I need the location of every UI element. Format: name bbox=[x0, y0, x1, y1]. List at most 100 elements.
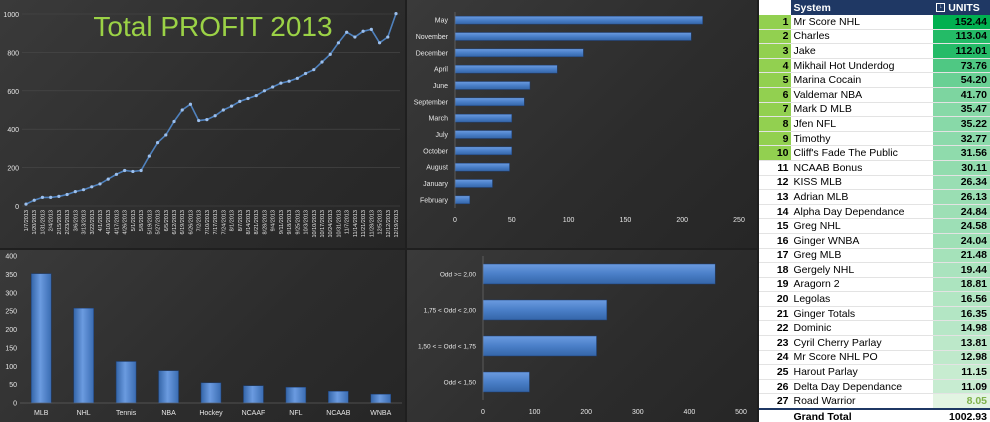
table-row[interactable]: 13 Adrian MLB 26.13 bbox=[759, 189, 990, 205]
table-row[interactable]: 1 Mr Score NHL 152.44 bbox=[759, 15, 990, 30]
profit-point bbox=[345, 30, 349, 34]
table-row[interactable]: 23 Cyril Cherry Parlay 13.81 bbox=[759, 335, 990, 351]
row-system[interactable]: Mark D MLB bbox=[790, 102, 934, 118]
row-system[interactable]: Alpha Day Dependance bbox=[790, 204, 934, 220]
table-row[interactable]: 19 Aragorn 2 18.81 bbox=[759, 277, 990, 293]
x-tick-label: 200 bbox=[676, 217, 688, 224]
table-row[interactable]: 17 Greg MLB 21.48 bbox=[759, 248, 990, 264]
bar bbox=[370, 393, 392, 404]
header-system[interactable]: System bbox=[790, 0, 934, 15]
row-system[interactable]: Valdemar NBA bbox=[790, 87, 934, 103]
profit-point bbox=[106, 177, 110, 181]
x-tick-label: 1/7/2013 bbox=[24, 210, 30, 231]
row-system[interactable]: Legolas bbox=[790, 291, 934, 307]
table-row[interactable]: 12 KISS MLB 26.34 bbox=[759, 175, 990, 191]
row-system[interactable]: Mikhail Hot Underdog bbox=[790, 58, 934, 74]
x-tick-label: 7/10/2013 bbox=[205, 210, 211, 234]
row-rank: 6 bbox=[759, 87, 791, 103]
header-units[interactable]: ↓ UNITS bbox=[933, 0, 990, 15]
row-units: 26.13 bbox=[933, 189, 990, 205]
profit-point bbox=[65, 192, 69, 197]
profit-point bbox=[328, 52, 332, 56]
row-system[interactable]: KISS MLB bbox=[790, 175, 934, 191]
row-units: 30.11 bbox=[933, 160, 990, 176]
table-row[interactable]: 16 Ginger WNBA 24.04 bbox=[759, 233, 990, 249]
table-row[interactable]: 11 NCAAB Bonus 30.11 bbox=[759, 160, 990, 176]
table-row[interactable]: 14 Alpha Day Dependance 24.84 bbox=[759, 204, 990, 220]
profit-point bbox=[213, 114, 217, 118]
profit-point bbox=[188, 102, 193, 106]
category-label: March bbox=[429, 116, 449, 123]
table-row[interactable]: 27 Road Warrior 8.05 bbox=[759, 393, 990, 410]
profit-point bbox=[49, 195, 53, 199]
row-system[interactable]: Cyril Cherry Parlay bbox=[790, 335, 934, 351]
row-system[interactable]: Marina Cocain bbox=[790, 72, 934, 88]
row-rank: 13 bbox=[759, 189, 791, 205]
table-row[interactable]: 2 Charles 113.04 bbox=[759, 29, 990, 45]
row-system[interactable]: Road Warrior bbox=[790, 393, 934, 410]
row-system[interactable]: Jake bbox=[790, 43, 934, 59]
table-row[interactable]: 18 Gergely NHL 19.44 bbox=[759, 262, 990, 278]
y-tick-label: 350 bbox=[5, 272, 17, 279]
row-system[interactable]: Timothy bbox=[790, 131, 934, 147]
row-system[interactable]: Ginger Totals bbox=[790, 306, 934, 322]
profit-point bbox=[114, 172, 119, 176]
x-tick-label: 150 bbox=[620, 217, 632, 224]
row-units: 16.56 bbox=[933, 291, 990, 307]
profit-point bbox=[131, 169, 135, 174]
x-tick-label: 4/17/2013 bbox=[114, 210, 120, 234]
table-row[interactable]: 24 Mr Score NHL PO 12.98 bbox=[759, 350, 990, 366]
table-row[interactable]: 3 Jake 112.01 bbox=[759, 43, 990, 59]
profit-point bbox=[98, 182, 102, 186]
row-system[interactable]: Aragorn 2 bbox=[790, 277, 934, 293]
row-system[interactable]: Mr Score NHL bbox=[790, 15, 934, 30]
row-units: 24.58 bbox=[933, 218, 990, 234]
row-system[interactable]: NCAAB Bonus bbox=[790, 160, 934, 176]
profit-point bbox=[369, 27, 373, 31]
table-row[interactable]: 5 Marina Cocain 54.20 bbox=[759, 72, 990, 88]
category-label: November bbox=[416, 34, 449, 41]
table-row[interactable]: 25 Harout Parlay 11.15 bbox=[759, 364, 990, 380]
profit-point bbox=[81, 188, 86, 192]
row-system[interactable]: Cliff's Fade The Public bbox=[790, 145, 934, 161]
x-tick-label: 8/1/2013 bbox=[230, 210, 236, 231]
profit-point bbox=[303, 71, 308, 76]
row-system[interactable]: Gergely NHL bbox=[790, 262, 934, 278]
row-system[interactable]: Charles bbox=[790, 29, 934, 45]
category-label: October bbox=[423, 148, 449, 155]
category-label: Tennis bbox=[116, 410, 137, 417]
row-system[interactable]: Delta Day Dependance bbox=[790, 379, 934, 395]
row-rank: 12 bbox=[759, 175, 791, 191]
category-label: NCAAB bbox=[326, 410, 350, 417]
table-row[interactable]: 4 Mikhail Hot Underdog 73.76 bbox=[759, 58, 990, 74]
bar bbox=[454, 32, 692, 41]
row-units: 21.48 bbox=[933, 248, 990, 264]
pivot-table: System ↓ UNITS 1 Mr Score NHL 152.44 2 Charle… bbox=[759, 0, 990, 422]
table-row[interactable]: 7 Mark D MLB 35.47 bbox=[759, 102, 990, 118]
row-system[interactable]: Ginger WNBA bbox=[790, 233, 934, 249]
table-row[interactable]: 6 Valdemar NBA 41.70 bbox=[759, 87, 990, 103]
filter-sort-icon[interactable]: ↓ bbox=[936, 3, 946, 13]
table-row[interactable]: 15 Greg NHL 24.58 bbox=[759, 218, 990, 234]
bar bbox=[482, 371, 530, 393]
x-tick-label: 1/20/2013 bbox=[32, 210, 38, 234]
row-system[interactable]: Greg NHL bbox=[790, 218, 934, 234]
row-system[interactable]: Dominic bbox=[790, 320, 934, 337]
row-system[interactable]: Mr Score NHL PO bbox=[790, 350, 934, 366]
grand-total-value: 1002.93 bbox=[933, 408, 990, 422]
x-tick-label: 0 bbox=[453, 217, 457, 224]
row-system[interactable]: Adrian MLB bbox=[790, 189, 934, 205]
table-row[interactable]: 20 Legolas 16.56 bbox=[759, 291, 990, 307]
table-row[interactable]: 22 Dominic 14.98 bbox=[759, 320, 990, 337]
table-row[interactable]: 10 Cliff's Fade The Public 31.56 bbox=[759, 145, 990, 161]
row-system[interactable]: Greg MLB bbox=[790, 248, 934, 264]
table-row[interactable]: 8 Jfen NFL 35.22 bbox=[759, 116, 990, 132]
table-row[interactable]: 9 Timothy 32.77 bbox=[759, 131, 990, 147]
table-row[interactable]: 21 Ginger Totals 16.35 bbox=[759, 306, 990, 322]
table-row[interactable]: 26 Delta Day Dependance 11.09 bbox=[759, 379, 990, 395]
row-system[interactable]: Jfen NFL bbox=[790, 116, 934, 132]
row-rank: 22 bbox=[759, 320, 791, 337]
row-system[interactable]: Harout Parlay bbox=[790, 364, 934, 380]
x-tick-label: 9/4/2013 bbox=[271, 210, 277, 231]
row-rank: 10 bbox=[759, 145, 791, 161]
